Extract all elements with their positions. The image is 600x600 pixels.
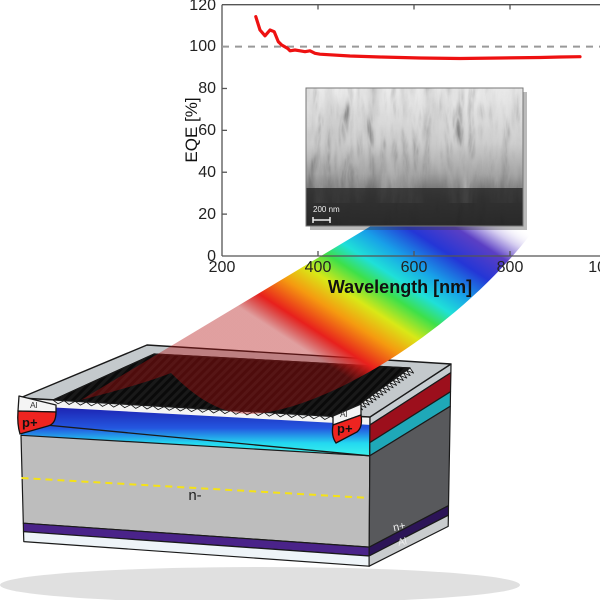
svg-text:p+: p+	[337, 421, 353, 436]
svg-text:200 nm: 200 nm	[313, 205, 340, 214]
svg-text:120: 120	[189, 0, 216, 14]
svg-text:0: 0	[207, 248, 216, 265]
svg-text:600: 600	[401, 259, 428, 276]
svg-text:EQE [%]: EQE [%]	[182, 97, 201, 162]
svg-text:80: 80	[198, 80, 216, 97]
svg-text:Al: Al	[30, 400, 38, 410]
svg-text:1000: 1000	[588, 259, 600, 276]
svg-text:800: 800	[497, 259, 524, 276]
svg-text:20: 20	[198, 206, 216, 223]
svg-text:n+: n+	[392, 520, 407, 534]
svg-text:p+: p+	[22, 415, 38, 430]
svg-text:40: 40	[198, 164, 216, 181]
svg-text:Al: Al	[340, 409, 348, 419]
svg-text:Wavelength [nm]: Wavelength [nm]	[328, 277, 472, 297]
svg-text:400: 400	[305, 259, 332, 276]
svg-text:100: 100	[189, 38, 216, 55]
svg-text:n-: n-	[188, 487, 201, 504]
